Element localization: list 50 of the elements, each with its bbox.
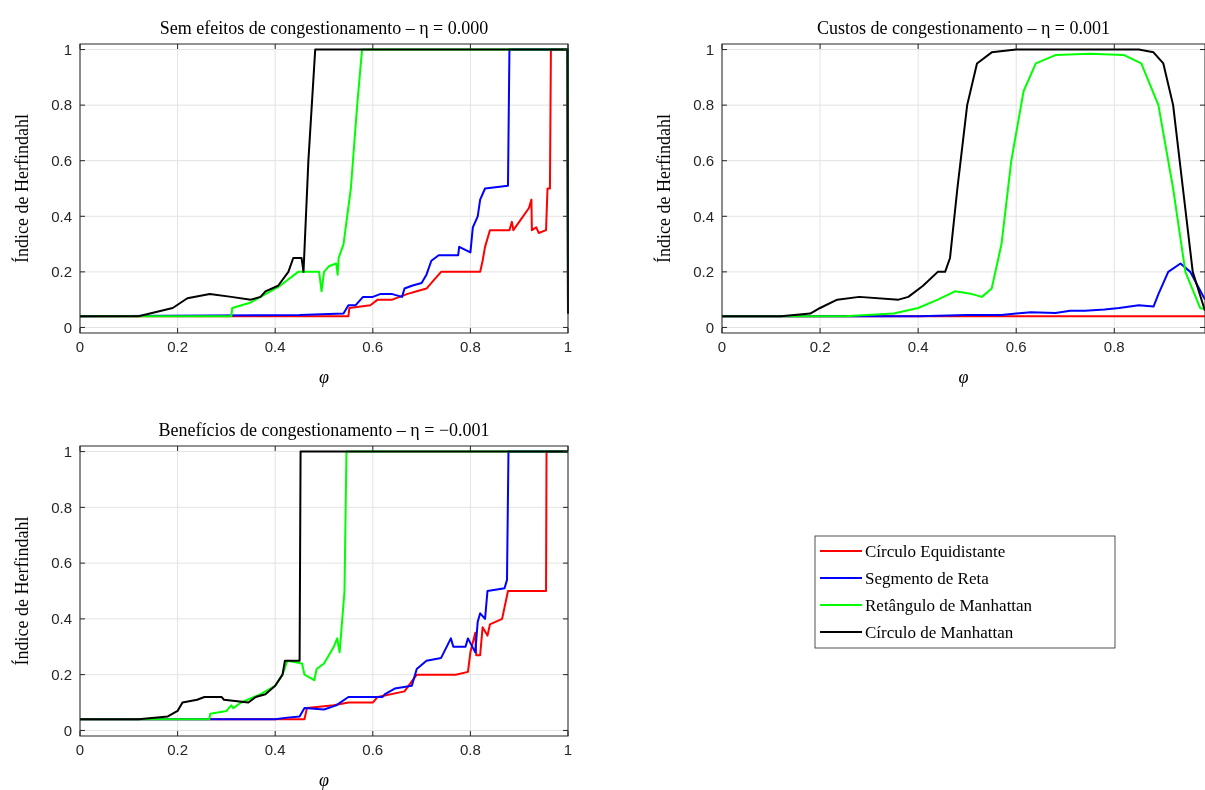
y-tick-label: 0 [63, 318, 72, 336]
x-tick-label: 0.4 [264, 741, 286, 758]
x-tick-label: 0.4 [907, 338, 929, 355]
legend-label: Círculo de Manhattan [865, 622, 1014, 642]
x-tick-label: 0.6 [362, 338, 384, 355]
x-tick-label: 0 [75, 338, 85, 355]
line-series [79, 48, 569, 318]
x-tick-label: 0.8 [459, 338, 481, 355]
legend-label: Retângulo de Manhattan [865, 595, 1033, 615]
chart-title: Benefícios de congestionamento – η = −0.001 [158, 420, 490, 440]
y-tick-label: 0.8 [51, 498, 72, 516]
x-tick-label: 0 [717, 338, 727, 355]
x-tick-label: 0.6 [1005, 338, 1027, 355]
y-axis-title: Índice de Herfindahl [653, 114, 674, 263]
y-tick-label: 1 [63, 40, 72, 58]
x-tick-label: 0.6 [362, 741, 384, 758]
y-tick-label: 0.4 [693, 207, 714, 225]
x-axis-title: φ [319, 770, 330, 790]
y-tick-label: 0.8 [693, 96, 714, 114]
x-tick-label: 0.2 [167, 741, 189, 758]
y-tick-label: 0.4 [51, 610, 72, 628]
x-tick-label: 0.2 [809, 338, 831, 355]
x-tick-label: 0.8 [1103, 338, 1125, 355]
y-axis-title: Índice de Herfindahl [11, 516, 32, 666]
y-tick-label: 1 [705, 40, 714, 58]
x-tick-label: 1 [563, 338, 573, 355]
chart-title: Sem efeitos de congestionamento – η = 0.000 [159, 18, 489, 38]
y-tick-label: 0.2 [51, 665, 72, 683]
y-tick-label: 0 [705, 318, 714, 336]
chart-title: Custos de congestionamento – η = 0.001 [816, 18, 1111, 38]
y-tick-label: 0.2 [693, 263, 714, 281]
x-axis-title: φ [958, 367, 969, 387]
y-tick-label: 0.6 [51, 151, 72, 169]
legend-label: Círculo Equidistante [865, 541, 1006, 561]
line-series [79, 450, 569, 721]
x-axis-title: φ [319, 367, 330, 387]
legend-label: Segmento de Reta [865, 568, 990, 588]
y-tick-label: 0.8 [51, 96, 72, 114]
x-tick-label: 0.8 [459, 741, 481, 758]
x-tick-label: 0.2 [167, 338, 189, 355]
y-axis-title: Índice de Herfindahl [11, 114, 32, 263]
y-tick-label: 0 [63, 721, 72, 739]
y-tick-label: 0.2 [51, 263, 72, 281]
x-tick-label: 1 [563, 741, 573, 758]
y-tick-label: 0.6 [693, 151, 714, 169]
x-tick-label: 0.4 [264, 338, 286, 355]
y-tick-label: 1 [63, 442, 72, 460]
y-tick-label: 0.6 [51, 554, 72, 572]
x-tick-label: 0 [75, 741, 85, 758]
y-tick-label: 0.4 [51, 207, 72, 225]
